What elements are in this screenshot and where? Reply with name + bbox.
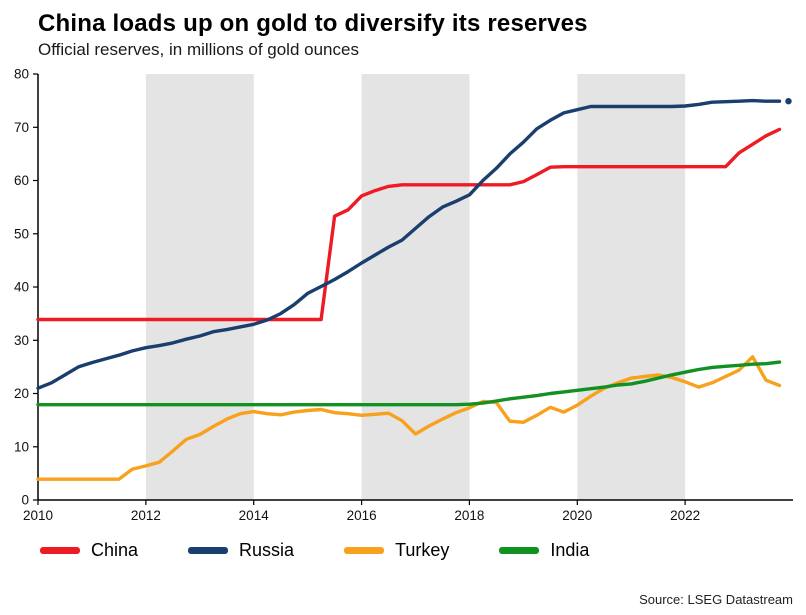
series-line-turkey xyxy=(36,354,782,481)
shaded-band xyxy=(361,73,470,500)
legend-label-turkey: Turkey xyxy=(395,540,450,561)
legend-label-russia: Russia xyxy=(239,540,295,561)
series-line-india xyxy=(36,359,782,406)
x-tick-label: 2010 xyxy=(23,508,53,523)
legend-item-turkey: Turkey xyxy=(344,540,449,561)
china-line-swatch xyxy=(40,547,80,555)
shaded-band xyxy=(577,73,686,500)
x-tick-label: 2012 xyxy=(131,508,161,523)
chart-title: China loads up on gold to diversify its … xyxy=(38,10,588,37)
chart-subtitle: Official reserves, in millions of gold o… xyxy=(38,39,359,59)
x-tick-label: 2018 xyxy=(454,508,484,523)
series-end-dot-russia xyxy=(785,97,792,104)
line-chart: 0 10 20 30 40 50 60 70 80 2010 2012 2014 2016 2018 202… xyxy=(14,66,793,523)
legend-label-india: India xyxy=(550,540,590,561)
y-tick-label: 0 xyxy=(21,492,29,507)
x-tick-label: 2022 xyxy=(670,508,700,523)
y-tick-label: 40 xyxy=(14,279,29,294)
legend-item-china: China xyxy=(40,540,138,561)
source-text: Source: LSEG Datastream xyxy=(639,592,793,607)
y-tick-label: 60 xyxy=(14,173,29,188)
turkey-line-swatch xyxy=(344,547,385,555)
legend-label-china: China xyxy=(91,540,139,561)
x-tick-label: 2020 xyxy=(562,508,592,523)
legend-item-india: India xyxy=(499,540,589,561)
x-tick-label: 2016 xyxy=(347,508,377,523)
x-tick-label: 2014 xyxy=(239,508,270,523)
legend-item-russia: Russia xyxy=(188,540,294,561)
series-line-russia xyxy=(36,98,782,390)
legend: China Russia Turkey India xyxy=(40,536,806,566)
y-tick-label: 80 xyxy=(14,66,29,81)
chart-card: China loads up on gold to diversify its … xyxy=(0,10,806,615)
y-tick-label: 30 xyxy=(14,332,29,347)
russia-line-swatch xyxy=(188,547,229,555)
india-line-swatch xyxy=(499,547,540,555)
series-line-china xyxy=(36,127,782,321)
shaded-band xyxy=(145,73,254,500)
y-tick-label: 50 xyxy=(14,226,29,241)
y-tick-label: 70 xyxy=(14,119,29,134)
y-tick-label: 20 xyxy=(14,386,29,401)
y-tick-label: 10 xyxy=(14,439,29,454)
